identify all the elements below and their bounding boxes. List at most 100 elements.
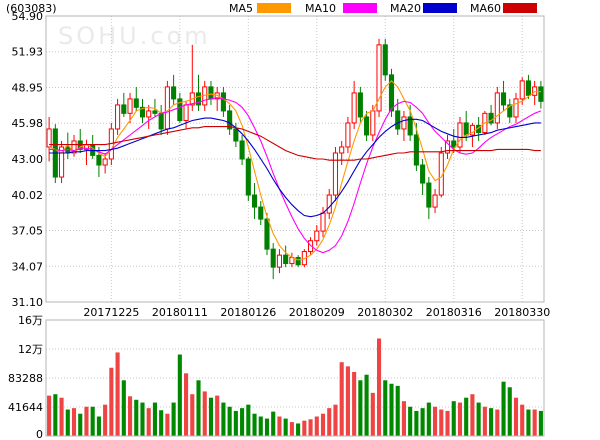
candle-body-down [258, 206, 264, 220]
price-tick-label: 51.93 [12, 46, 44, 59]
candle [227, 104, 233, 135]
candle [513, 92, 519, 123]
volume-bar [252, 413, 257, 436]
volume-y-axis: 16万 12万 83288 41644 0 [8, 314, 43, 440]
line-ma60 [49, 126, 541, 161]
candle [239, 134, 245, 166]
candle [444, 134, 451, 159]
candle-body-down [233, 128, 239, 142]
candle-body-down [227, 110, 233, 130]
candle-body-down [407, 116, 413, 136]
volume-bar [196, 380, 201, 436]
candle-body-up [127, 98, 133, 114]
volume-bar [53, 394, 58, 436]
candle-body-up [457, 122, 463, 148]
candle [121, 92, 127, 117]
volume-bar [127, 396, 133, 436]
candle [426, 177, 432, 220]
volume-tick-label: 12万 [18, 343, 43, 356]
volume-bar [115, 352, 120, 436]
legend-ma20-label: MA20 [390, 2, 421, 15]
candle-body-up [351, 92, 357, 124]
candle [127, 92, 133, 123]
volume-bar [457, 402, 463, 436]
stock-code: (603083) [6, 2, 57, 15]
candle [519, 77, 525, 105]
volume-bar [376, 338, 382, 436]
candle [376, 38, 382, 117]
candle-body-down [463, 122, 469, 136]
price-y-axis: 54.90 51.93 48.95 45.98 43.00 40.02 37.05 34.07… [12, 10, 44, 309]
volume-bar [184, 373, 189, 436]
candle-body-down [500, 92, 507, 106]
candle [251, 183, 258, 220]
legend-ma60-label: MA60 [470, 2, 501, 15]
volume-bar [221, 402, 226, 436]
candle [488, 104, 494, 126]
candle [139, 98, 146, 123]
candle-body-up [146, 110, 152, 118]
candle-body-down [77, 140, 83, 150]
candle [413, 122, 419, 172]
volume-bar [433, 406, 438, 436]
candle-body-up [469, 124, 475, 136]
legend-ma10-swatch [343, 3, 377, 13]
candle [258, 201, 264, 226]
volume-bar [159, 410, 164, 436]
volume-bar [208, 397, 214, 436]
volume-bar [121, 380, 126, 436]
price-panel-frame [45, 15, 545, 303]
candle-body-up [59, 146, 65, 178]
volume-bar [152, 402, 157, 436]
candle-body-down [96, 154, 102, 166]
legend-ma10-label: MA10 [305, 2, 336, 15]
volume-bar [526, 409, 531, 436]
candle-body-down [220, 92, 226, 112]
volume-bar [495, 409, 500, 436]
volume-bar [426, 402, 431, 436]
candle-body-down [245, 158, 251, 196]
volume-bar [190, 394, 195, 436]
candle-body-down [451, 140, 457, 148]
volume-bar [258, 416, 263, 436]
volume-bar [165, 413, 170, 436]
line-ma20 [49, 117, 541, 218]
price-tick-label: 34.07 [12, 260, 44, 273]
date-tick-label: 20180316 [426, 306, 482, 319]
candle-body-down [295, 257, 301, 266]
volume-bar [59, 397, 64, 436]
candle [133, 86, 139, 111]
volume-bar [227, 406, 232, 436]
volume-bar [482, 406, 487, 436]
candle [357, 86, 363, 123]
volume-bar [140, 402, 145, 436]
candle [457, 116, 463, 153]
volume-bar [240, 408, 245, 436]
candle [469, 122, 475, 147]
price-tick-label: 40.02 [12, 189, 44, 202]
candle [264, 213, 270, 256]
date-tick-label: 20171225 [83, 306, 139, 319]
volume-bar [283, 418, 288, 436]
volume-bar [420, 408, 425, 436]
volume-bar [345, 366, 350, 436]
candle-body-up [532, 86, 538, 96]
volume-bar [414, 410, 419, 436]
volume-bar [513, 397, 519, 436]
date-tick-label: 20180330 [494, 306, 550, 319]
candle [345, 116, 351, 153]
volume-bar [202, 391, 207, 436]
price-tick-label: 31.10 [12, 296, 44, 309]
candle [283, 245, 289, 268]
volume-bar [327, 408, 332, 436]
volume-bar [395, 385, 400, 436]
candle [500, 80, 507, 111]
candle [220, 86, 226, 117]
line-ma10 [49, 97, 542, 254]
volume-bar [103, 404, 108, 436]
candle [401, 110, 407, 141]
candle [152, 98, 158, 117]
candle-body-down [426, 182, 432, 208]
volume-bar [489, 408, 494, 436]
candle-body-down [413, 134, 419, 166]
